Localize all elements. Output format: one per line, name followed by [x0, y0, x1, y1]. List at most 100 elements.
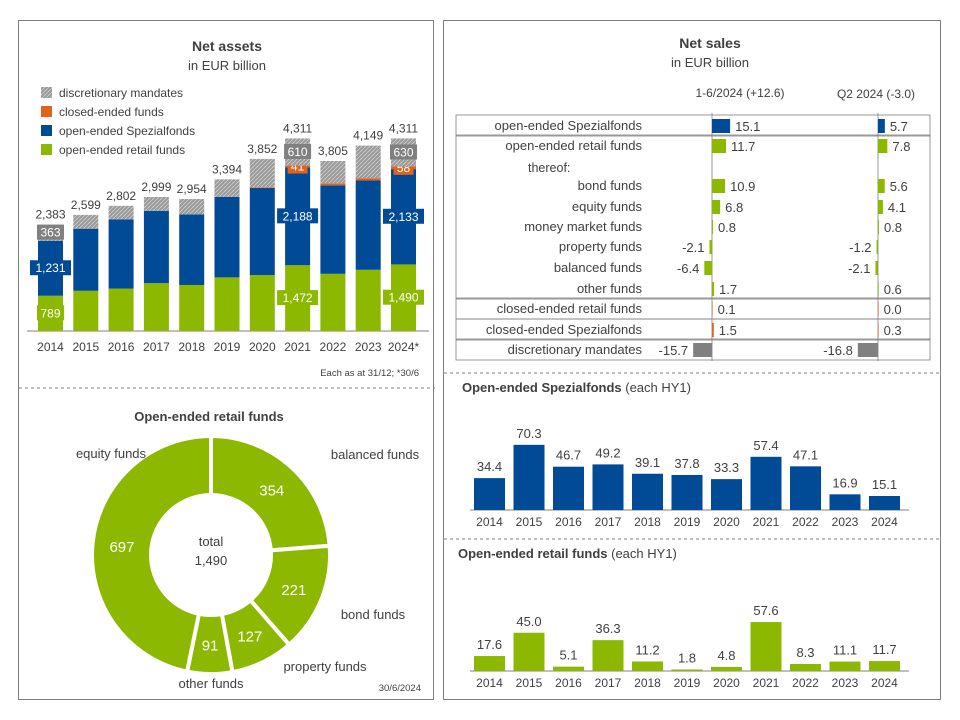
- slice-value-bond-funds: 221: [281, 582, 306, 599]
- net-sales-value-1-open-ended-retail-funds: 11.7: [731, 139, 755, 154]
- spezial-hy1-x-tick-2021: 2021: [753, 515, 780, 529]
- net-sales-bar-2-other-funds: [878, 282, 879, 296]
- net-sales-value-2-equity-funds: 4.1: [888, 200, 906, 215]
- bar-open-ended-spezialfonds-2022: [320, 185, 346, 274]
- x-tick-2024: 2024*: [388, 340, 420, 354]
- x-tick-2023: 2023: [355, 340, 382, 354]
- retail-hy1-title: Open-ended retail funds (each HY1): [458, 546, 677, 561]
- retail-hy1-bar-2023: [829, 661, 861, 671]
- retail-hy1-bar-2017: [592, 640, 624, 671]
- net-sales-bar-1-bond-funds: [712, 179, 726, 193]
- spezial-hy1-bar-2024: [869, 496, 900, 510]
- pie-center-label: total: [199, 534, 224, 549]
- net-sales-bar-2-equity-funds: [878, 200, 883, 214]
- retail-hy1-value-2014: 17.6: [477, 637, 502, 652]
- net-sales-value-2-money-market-funds: 0.8: [884, 220, 902, 235]
- spezial-hy1-value-2019: 37.8: [674, 456, 699, 471]
- bar-open-ended-spezialfonds-2019: [214, 196, 240, 278]
- retail-hy1-chart: 17.6 2014 45.0 2015 5.1 2016 36.3 2017 11.2 2018 1…: [470, 603, 909, 690]
- slice-name-equity-funds: equity funds: [76, 446, 147, 461]
- x-tick-2017: 2017: [143, 340, 170, 354]
- slice-name-other-funds: other funds: [178, 676, 244, 691]
- spezial-hy1-value-2022: 47.1: [793, 447, 818, 462]
- bar-discretionary-mandates-2016: [108, 205, 134, 220]
- net-assets-legend: discretionary mandates closed-ended funds…: [41, 86, 195, 157]
- spezial-hy1-x-tick-2017: 2017: [595, 515, 622, 529]
- net-sales-label-closed-ended-spezialfonds: closed-ended Spezialfonds: [486, 322, 643, 337]
- retail-hy1-value-2023: 11.1: [833, 643, 857, 658]
- net-sales-label-equity-funds: equity funds: [572, 199, 643, 214]
- net-sales-label-other-funds: other funds: [577, 281, 643, 296]
- spezial-hy1-bar-2014: [474, 478, 505, 510]
- spezial-hy1-bar-2018: [632, 473, 663, 510]
- retail-pie-title: Open-ended retail funds: [134, 409, 284, 424]
- net-sales-value-2-open-ended-retail-funds: 7.8: [892, 139, 910, 154]
- net-sales-bar-1-other-funds: [712, 282, 715, 296]
- x-tick-2018: 2018: [178, 340, 205, 354]
- x-tick-2019: 2019: [214, 340, 241, 354]
- bar-open-ended-retail-funds-2018: [179, 284, 205, 331]
- net-sales-row-box-1: [455, 134, 931, 300]
- net-sales-value-2-other-funds: 0.6: [884, 282, 902, 297]
- bar-open-ended-retail-funds-2023: [355, 269, 381, 331]
- spezial-hy1-x-tick-2022: 2022: [792, 515, 819, 529]
- spezial-hy1-bar-2020: [711, 479, 742, 510]
- bar-open-ended-retail-funds-2016: [108, 288, 134, 331]
- total-label-2020: 3,852: [247, 142, 277, 156]
- value-box-discretionary-mandates-2024: [390, 144, 417, 160]
- value-box-discretionary-mandates-2014: [37, 224, 64, 240]
- bar-open-ended-retail-funds-2020: [249, 275, 275, 331]
- retail-hy1-bar-2022: [790, 663, 821, 671]
- bar-open-ended-spezialfonds-2016: [108, 219, 134, 289]
- slice-name-property-funds: property funds: [283, 659, 367, 674]
- value-box-discretionary-mandates-2021: [284, 144, 312, 160]
- retail-hy1-bar-2016: [553, 666, 584, 671]
- retail-hy1-value-2019: 1.8: [678, 650, 696, 665]
- value-box-open-ended-retail-funds-2014: [37, 305, 64, 321]
- net-sales-value-1-closed-ended-spezialfonds: 1.5: [719, 323, 737, 338]
- bar-open-ended-retail-funds-2022: [320, 273, 346, 331]
- net-sales-bar-1-balanced-funds: [704, 261, 712, 275]
- net-sales-col1-header: 1-6/2024 (+12.6): [695, 86, 784, 100]
- bar-open-ended-retail-funds-2015: [73, 290, 99, 331]
- bar-open-ended-spezialfonds-2020: [249, 188, 275, 276]
- pie-center-value: 1,490: [195, 553, 228, 568]
- total-label-2014: 2,383: [35, 208, 65, 222]
- retail-hy1-value-2021: 57.6: [753, 603, 778, 618]
- bar-open-ended-spezialfonds-2015: [73, 228, 99, 291]
- bar-open-ended-spezialfonds-2017: [143, 210, 169, 284]
- value-label-open-ended-retail-funds-2024: 1,490: [388, 291, 418, 305]
- net-sales-bar-2-open-ended-spezialfonds: [878, 119, 885, 133]
- bar-discretionary-mandates-2018: [179, 199, 205, 215]
- value-label-open-ended-spezialfonds-2024: 2,133: [388, 210, 418, 224]
- net-sales-bar-1-money-market-funds: [712, 220, 713, 234]
- net-sales-value-2-balanced-funds: -2.1: [848, 261, 870, 276]
- slice-name-balanced-funds: balanced funds: [331, 447, 420, 462]
- net-sales-value-1-bond-funds: 10.9: [730, 179, 755, 194]
- net-sales-value-1-closed-ended-retail-funds: 0.1: [718, 302, 736, 317]
- spezial-hy1-value-2016: 46.7: [556, 448, 581, 463]
- net-sales-label-open-ended-spezialfonds: open-ended Spezialfonds: [495, 118, 643, 133]
- spezial-hy1-title: Open-ended Spezialfonds (each HY1): [462, 380, 691, 395]
- net-sales-bar-1-property-funds: [709, 240, 712, 254]
- x-tick-2015: 2015: [72, 340, 99, 354]
- spezial-hy1-bar-2023: [829, 494, 861, 510]
- spezial-hy1-value-2014: 34.4: [477, 459, 502, 474]
- retail-hy1-value-2015: 45.0: [516, 614, 541, 629]
- net-sales-value-1-equity-funds: 6.8: [725, 200, 743, 215]
- retail-hy1-x-tick-2014: 2014: [476, 676, 503, 690]
- net-sales-row-box-0: [455, 114, 931, 137]
- spezial-hy1-x-tick-2018: 2018: [634, 515, 661, 529]
- net-sales-label-property-funds: property funds: [559, 239, 643, 254]
- value-label-open-ended-spezialfonds-2021: 2,188: [283, 209, 313, 223]
- net-sales-bar-2-balanced-funds: [875, 261, 878, 275]
- bar-discretionary-mandates-2017: [143, 197, 169, 211]
- net-sales-label-open-ended-retail-funds: open-ended retail funds: [505, 138, 642, 153]
- retail-hy1-x-tick-2016: 2016: [555, 676, 582, 690]
- total-label-2024: 4,311: [389, 121, 418, 135]
- spezial-hy1-value-2018: 39.1: [635, 455, 660, 470]
- legend-label-discretionary-mandates: discretionary mandates: [59, 86, 183, 100]
- net-sales-label-discretionary-mandates: discretionary mandates: [508, 342, 643, 357]
- spezial-hy1-x-tick-2020: 2020: [713, 515, 740, 529]
